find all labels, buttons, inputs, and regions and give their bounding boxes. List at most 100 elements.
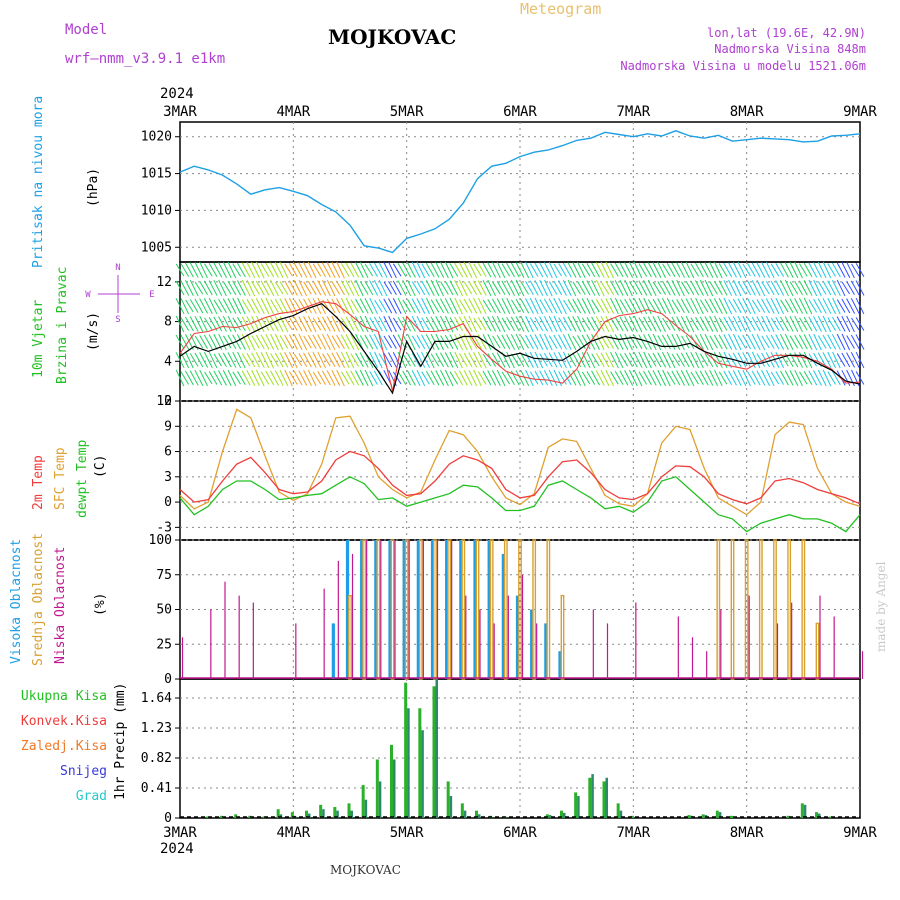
y-tick-label: 0 bbox=[164, 811, 172, 826]
wind-barb bbox=[251, 298, 260, 314]
wind-barb bbox=[189, 299, 199, 313]
wind-barb bbox=[336, 280, 345, 296]
wind-barb bbox=[591, 353, 600, 367]
cloud-bar-mid bbox=[532, 539, 537, 680]
wind-barb bbox=[784, 279, 794, 297]
wind-barb bbox=[227, 315, 237, 333]
wind-barb bbox=[846, 281, 855, 295]
wind-barb bbox=[341, 371, 350, 385]
wind-barb bbox=[392, 297, 402, 315]
wind-barb bbox=[789, 261, 799, 279]
precip-bar-convective bbox=[364, 799, 368, 818]
wind-barb bbox=[425, 370, 435, 386]
wind-barb bbox=[633, 261, 643, 279]
wind-barb bbox=[619, 333, 629, 351]
wind-barb bbox=[633, 334, 643, 350]
wind-barb bbox=[803, 280, 813, 296]
wind-barb bbox=[336, 369, 345, 387]
y-tick-label: 1015 bbox=[141, 167, 172, 182]
wind-barb bbox=[237, 262, 246, 278]
wind-barb bbox=[204, 371, 213, 385]
wind-barb bbox=[846, 335, 855, 349]
wind-barb bbox=[482, 370, 492, 386]
wind-barb bbox=[312, 317, 322, 331]
wind-barb bbox=[359, 335, 369, 349]
wind-barb bbox=[340, 297, 350, 315]
y-tick-label: 100 bbox=[149, 533, 172, 548]
wind-barb bbox=[605, 298, 615, 314]
wind-barb bbox=[199, 315, 208, 333]
wind-barb bbox=[317, 316, 327, 332]
wind-barb bbox=[180, 317, 190, 331]
wind-barb bbox=[444, 352, 454, 368]
cloud-bar-low bbox=[323, 588, 325, 679]
wind-barb bbox=[836, 279, 846, 297]
precip-bar-total bbox=[800, 803, 804, 818]
wind-barb bbox=[581, 352, 591, 368]
wind-barb bbox=[355, 352, 364, 368]
wind-barb bbox=[213, 370, 223, 386]
wind-barb bbox=[331, 298, 341, 314]
wind-barb bbox=[284, 317, 293, 331]
wind-barb bbox=[619, 299, 629, 313]
wind-barb bbox=[473, 317, 482, 331]
cloud-axis-title-2: Srednja Oblacnost bbox=[31, 533, 46, 666]
wind-barb bbox=[345, 280, 355, 296]
wind-barb bbox=[180, 263, 190, 277]
wind-barb bbox=[180, 334, 190, 350]
wind-barb bbox=[728, 299, 737, 313]
wind-axis-title-1: 10m Vjetar bbox=[31, 300, 46, 378]
wind-barb bbox=[737, 281, 747, 295]
wind-barb bbox=[756, 353, 766, 367]
wind-barb bbox=[279, 281, 289, 295]
wind-barb bbox=[624, 370, 634, 386]
wind-barb bbox=[525, 315, 534, 333]
wind-barb bbox=[289, 371, 298, 385]
wind-barb bbox=[374, 299, 383, 313]
cloud-bar-low bbox=[606, 623, 609, 679]
wind-barb bbox=[841, 316, 851, 332]
wind-barb bbox=[454, 370, 463, 386]
svg-text:N: N bbox=[115, 263, 120, 273]
wind-barb bbox=[775, 317, 785, 331]
wind-barb bbox=[836, 299, 846, 313]
wind-barb bbox=[279, 261, 289, 279]
wind-barb bbox=[255, 298, 265, 314]
wind-barb bbox=[803, 297, 813, 315]
wind-barb bbox=[855, 280, 865, 296]
wind-barb bbox=[341, 317, 350, 331]
wind-barb bbox=[241, 299, 251, 313]
wind-barb bbox=[265, 351, 274, 369]
cloud-bar-low bbox=[748, 595, 750, 679]
wind-barb bbox=[265, 262, 275, 278]
pressure-unit: (hPa) bbox=[86, 168, 101, 207]
wind-barb bbox=[676, 262, 685, 278]
y-tick-label: 75 bbox=[156, 568, 172, 583]
precip-bar-convective bbox=[718, 812, 722, 818]
wind-barb bbox=[567, 333, 577, 351]
wind-barb bbox=[340, 263, 350, 277]
wind-barb bbox=[369, 351, 378, 369]
wind-barb bbox=[322, 279, 331, 297]
wind-barb bbox=[293, 334, 303, 350]
wind-barb bbox=[373, 316, 383, 332]
wind-barb bbox=[336, 334, 345, 350]
wind-barb bbox=[605, 261, 614, 279]
cloud-bar-low bbox=[366, 540, 368, 679]
precip-bar-convective bbox=[322, 809, 325, 818]
wind-barb bbox=[402, 262, 412, 278]
wind-barb bbox=[307, 261, 317, 279]
wind-barb bbox=[737, 352, 747, 368]
wind-barb bbox=[742, 263, 751, 277]
cloud-bar-low bbox=[677, 616, 679, 679]
wind-barb bbox=[610, 280, 619, 296]
wind-barb bbox=[416, 298, 426, 314]
wind-barb bbox=[331, 335, 341, 349]
wind-barb bbox=[775, 297, 785, 315]
wind-barb bbox=[298, 279, 308, 297]
wind-barb bbox=[794, 261, 803, 279]
wind-barb bbox=[322, 353, 331, 367]
y-tick-label: 1.23 bbox=[141, 721, 172, 736]
wind-barb bbox=[307, 369, 317, 387]
precip-bar-convective bbox=[378, 781, 382, 818]
